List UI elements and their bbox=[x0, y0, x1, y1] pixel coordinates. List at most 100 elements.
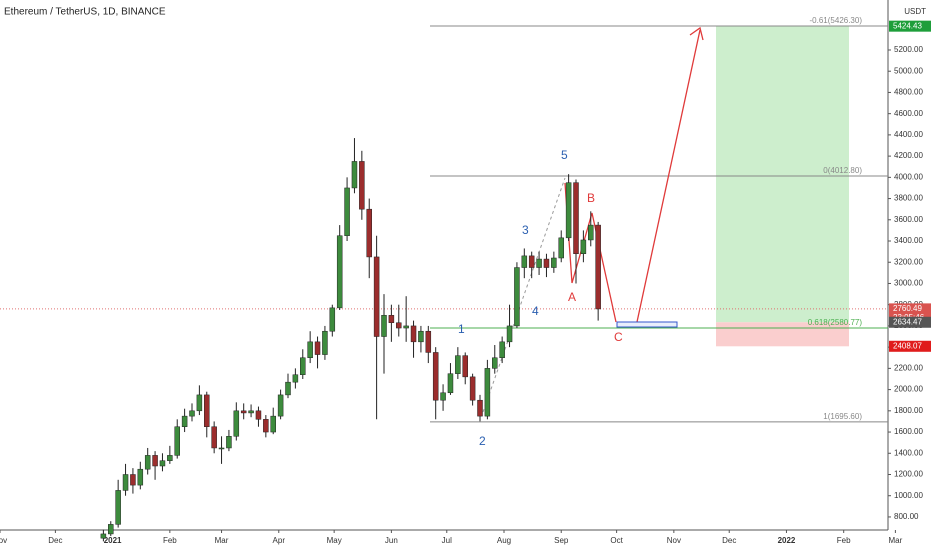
candle-body bbox=[263, 419, 269, 433]
x-tick-label: May bbox=[327, 536, 342, 545]
x-tick-label: 2022 bbox=[778, 536, 796, 545]
chart-title: Ethereum / TetherUS, 1D, BINANCE bbox=[4, 7, 166, 18]
arrow-head bbox=[689, 26, 704, 41]
fib-label: 0(4012.80) bbox=[823, 166, 862, 175]
candle-body bbox=[514, 267, 520, 327]
candle-body bbox=[196, 394, 203, 412]
wave-dashed-line bbox=[482, 177, 566, 413]
profit-zone bbox=[716, 26, 849, 323]
candle-body bbox=[292, 374, 299, 383]
candle-body bbox=[506, 325, 513, 343]
candle-body bbox=[300, 357, 306, 375]
candle-body bbox=[130, 474, 136, 486]
candle-body bbox=[351, 161, 358, 189]
candle-body bbox=[565, 182, 572, 239]
candle-body bbox=[528, 255, 535, 268]
y-tick-label: 3800.00 bbox=[894, 194, 923, 203]
target-arrow bbox=[636, 29, 701, 323]
y-tick-label: 1200.00 bbox=[894, 470, 923, 479]
candle-body bbox=[588, 224, 594, 241]
candle-body bbox=[359, 161, 365, 210]
candle-body bbox=[484, 368, 491, 417]
x-tick-label: Jul bbox=[442, 536, 452, 545]
x-tick-label: Feb bbox=[163, 536, 177, 545]
candle-body bbox=[418, 330, 424, 343]
candle-body bbox=[174, 426, 180, 456]
candle-body bbox=[580, 239, 587, 255]
x-tick-label: Sep bbox=[554, 536, 569, 545]
target-zone bbox=[616, 321, 678, 328]
candle-body bbox=[373, 256, 380, 337]
candle-body bbox=[462, 355, 468, 378]
y-tick-label: 2200.00 bbox=[894, 363, 923, 372]
y-tick-label: 1400.00 bbox=[894, 448, 923, 457]
y-tick-label: 3400.00 bbox=[894, 236, 923, 245]
y-tick-label: 1000.00 bbox=[894, 491, 923, 500]
background-layer bbox=[0, 0, 896, 533]
y-tick-label: 4400.00 bbox=[894, 130, 923, 139]
candle-body bbox=[240, 410, 247, 414]
candle-body bbox=[108, 524, 114, 535]
x-tick-label: Jun bbox=[385, 536, 398, 545]
candle-body bbox=[455, 355, 461, 374]
candle-body bbox=[536, 258, 542, 268]
candle-body bbox=[366, 208, 372, 258]
candle-body bbox=[440, 392, 446, 401]
candle-body bbox=[233, 410, 240, 437]
candle-body bbox=[211, 426, 217, 449]
wave-label: B bbox=[587, 191, 595, 205]
y-tick-label: 3200.00 bbox=[894, 257, 923, 266]
fib-label: 1(1695.60) bbox=[823, 412, 862, 421]
candle-body bbox=[336, 235, 343, 309]
candle-body bbox=[595, 224, 601, 310]
y-tick-label: 2000.00 bbox=[894, 385, 923, 394]
candle-body bbox=[277, 394, 284, 417]
price-box-label: 5424.43 bbox=[893, 21, 922, 30]
y-unit: USDT bbox=[904, 7, 926, 16]
x-tick-label: Mar bbox=[888, 536, 902, 545]
x-tick-label: Mar bbox=[215, 536, 229, 545]
x-tick-label: Aug bbox=[497, 536, 511, 545]
candle-body bbox=[204, 394, 210, 427]
fib-label: 0.618(2580.77) bbox=[808, 318, 863, 327]
candle-body bbox=[329, 307, 336, 332]
candle-body bbox=[189, 410, 195, 417]
candle-body bbox=[122, 474, 129, 491]
price-box bbox=[889, 340, 931, 352]
loss-zone bbox=[716, 322, 849, 347]
wave-label: 2 bbox=[479, 434, 486, 448]
y-tick-label: 4000.00 bbox=[894, 172, 923, 181]
y-tick-label: 5000.00 bbox=[894, 66, 923, 75]
x-tick-label: Nov bbox=[0, 536, 7, 545]
wave-label: A bbox=[568, 290, 576, 304]
x-tick-label: Dec bbox=[48, 536, 62, 545]
candle-body bbox=[248, 410, 254, 414]
x-tick-label: Dec bbox=[722, 536, 736, 545]
y-tick-label: 1600.00 bbox=[894, 427, 923, 436]
candle-body bbox=[218, 447, 225, 450]
price-box bbox=[889, 20, 931, 32]
candle-body bbox=[181, 415, 188, 427]
price-box bbox=[889, 316, 931, 328]
x-tick-label: Apr bbox=[273, 536, 286, 545]
candle-body bbox=[314, 341, 321, 355]
fib-label: -0.61(5426.30) bbox=[810, 16, 863, 25]
y-tick-label: 1800.00 bbox=[894, 406, 923, 415]
candle-body bbox=[381, 315, 387, 337]
wave-label: 3 bbox=[522, 223, 529, 237]
candle-body bbox=[396, 322, 402, 329]
candle-body bbox=[388, 315, 395, 323]
y-tick-label: 4800.00 bbox=[894, 88, 923, 97]
candle-body bbox=[322, 330, 328, 355]
y-tick-label: 4200.00 bbox=[894, 151, 923, 160]
candle-body bbox=[115, 490, 121, 525]
candle-body bbox=[226, 436, 232, 449]
candle-body bbox=[137, 468, 144, 486]
wave-label: 1 bbox=[458, 322, 465, 336]
candle-body bbox=[270, 415, 276, 433]
wave-label: 4 bbox=[532, 304, 539, 318]
candle-body bbox=[573, 182, 579, 255]
x-tick-label: Feb bbox=[837, 536, 851, 545]
